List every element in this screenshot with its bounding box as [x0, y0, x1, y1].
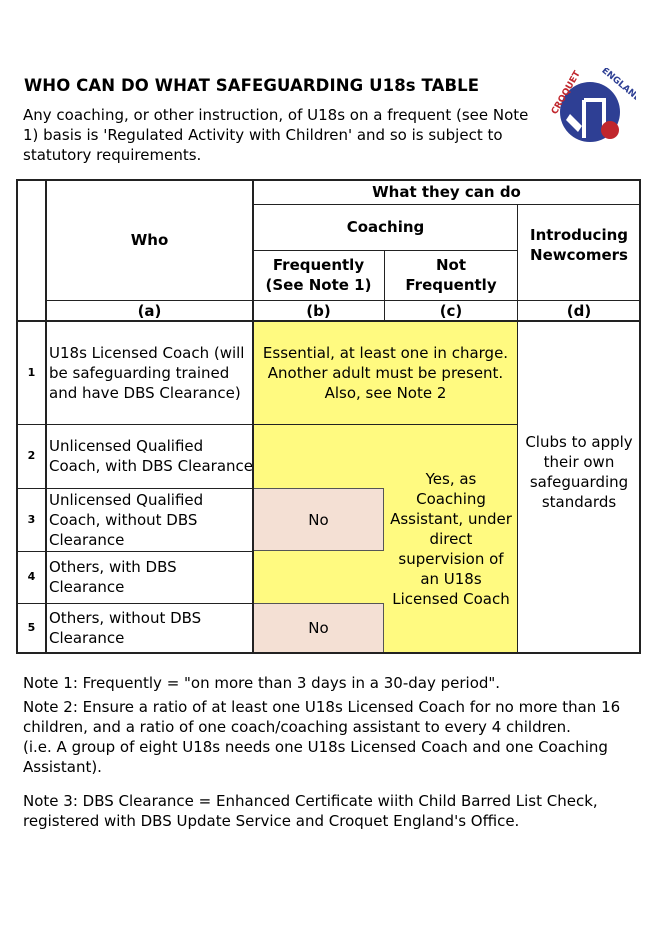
no-cell-row-3: No [253, 488, 384, 551]
who-cell: Others, with DBS Clearance [49, 558, 177, 596]
divider [16, 179, 18, 654]
divider [17, 320, 640, 322]
divider [639, 179, 641, 654]
divider [252, 179, 254, 654]
divider [384, 250, 385, 321]
note-3: Note 3: DBS Clearance = Enhanced Certifi… [23, 792, 598, 830]
header-frequently-text: Frequently (See Note 1) [265, 256, 372, 294]
yes-text: Yes, as Coaching Assistant, under direct… [390, 469, 512, 608]
yes-cell: Yes, as Coaching Assistant, under direct… [384, 424, 518, 653]
letter-c: (c) [439, 301, 463, 320]
divider [17, 424, 518, 425]
header-who: Who [130, 231, 169, 249]
row-number: 1 [27, 365, 36, 379]
row-number: 3 [27, 512, 36, 526]
croquet-england-logo: CROQUET ENGLAND [548, 66, 643, 148]
divider [253, 204, 640, 205]
page-title: WHO CAN DO WHAT SAFEGUARDING U18s TABLE [24, 76, 480, 95]
essential-text: Essential, at least one in charge. Anoth… [262, 343, 509, 402]
divider [17, 551, 253, 552]
note-2: Note 2: Ensure a ratio of at least one U… [23, 698, 621, 736]
divider [45, 179, 47, 654]
header-not-frequently: Not Frequently [384, 250, 518, 300]
header-frequently: Frequently (See Note 1) [253, 250, 384, 300]
intro-text: Any coaching, or other instruction, of U… [23, 106, 529, 164]
divider [17, 652, 641, 654]
no-cell-row-5: No [253, 603, 384, 653]
divider [517, 204, 518, 653]
header-introducing-text: Introducing Newcomers [530, 226, 628, 264]
note-1: Note 1: Frequently = "on more than 3 day… [23, 674, 501, 692]
who-cell: Others, without DBS Clearance [49, 609, 202, 647]
row-number: 2 [27, 449, 36, 462]
header-not-frequently-text: Not Frequently [405, 256, 497, 294]
who-cell: Unlicensed Qualified Coach, without DBS … [49, 490, 204, 549]
divider [17, 603, 253, 604]
divider [17, 179, 641, 181]
notes: Note 1: Frequently = "on more than 3 day… [23, 673, 643, 831]
letter-d: (d) [566, 301, 592, 320]
divider [253, 250, 518, 251]
clubs-cell: Clubs to apply their own safeguarding st… [518, 321, 640, 653]
divider [17, 488, 253, 489]
divider [46, 300, 640, 301]
row-number: 4 [27, 570, 36, 583]
letter-a: (a) [137, 301, 162, 320]
essential-cell: Essential, at least one in charge. Anoth… [253, 321, 518, 424]
header-introducing: Introducing Newcomers [518, 204, 640, 300]
letter-b: (b) [306, 301, 331, 320]
clubs-text: Clubs to apply their own safeguarding st… [525, 433, 633, 511]
who-cell: U18s Licensed Coach (will be safeguardin… [49, 343, 245, 402]
who-cell: Unlicensed Qualified Coach, with DBS Cle… [49, 437, 253, 475]
note-2-example: (i.e. A group of eight U18s needs one U1… [23, 738, 608, 776]
row-number: 5 [27, 621, 36, 634]
header-what-they-can-do: What they can do [372, 183, 521, 201]
header-coaching: Coaching [346, 218, 425, 236]
